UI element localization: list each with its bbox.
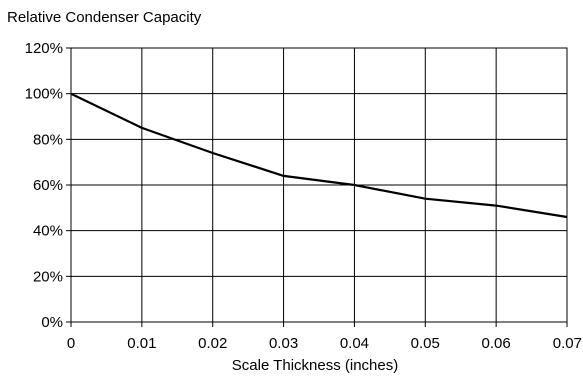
y-tick-label: 80% [33,131,63,148]
y-tick-label: 120% [25,40,63,57]
y-tick-label: 0% [41,314,63,331]
x-tick-label: 0.02 [198,335,227,352]
x-tick-label: 0.04 [340,335,369,352]
y-tick-label: 60% [33,177,63,194]
grid-lines [70,47,568,323]
x-tick-label: 0.05 [411,335,440,352]
chart-title: Relative Condenser Capacity [7,9,202,26]
y-axis: 0% 20% 40% 60% 80% 100% 120% [25,40,71,331]
y-tick-label: 20% [33,268,63,285]
x-axis: 0 0.01 0.02 0.03 0.04 0.05 0.06 0.07 [67,322,582,352]
x-tick-label: 0.07 [553,335,582,352]
x-axis-label: Scale Thickness (inches) [232,357,398,374]
y-tick-label: 100% [25,86,63,103]
y-tick-label: 40% [33,223,63,240]
x-tick-label: 0.01 [127,335,156,352]
x-tick-label: 0.06 [482,335,511,352]
series-line [70,92,568,219]
x-tick-label: 0 [67,335,75,352]
x-tick-label: 0.03 [269,335,298,352]
